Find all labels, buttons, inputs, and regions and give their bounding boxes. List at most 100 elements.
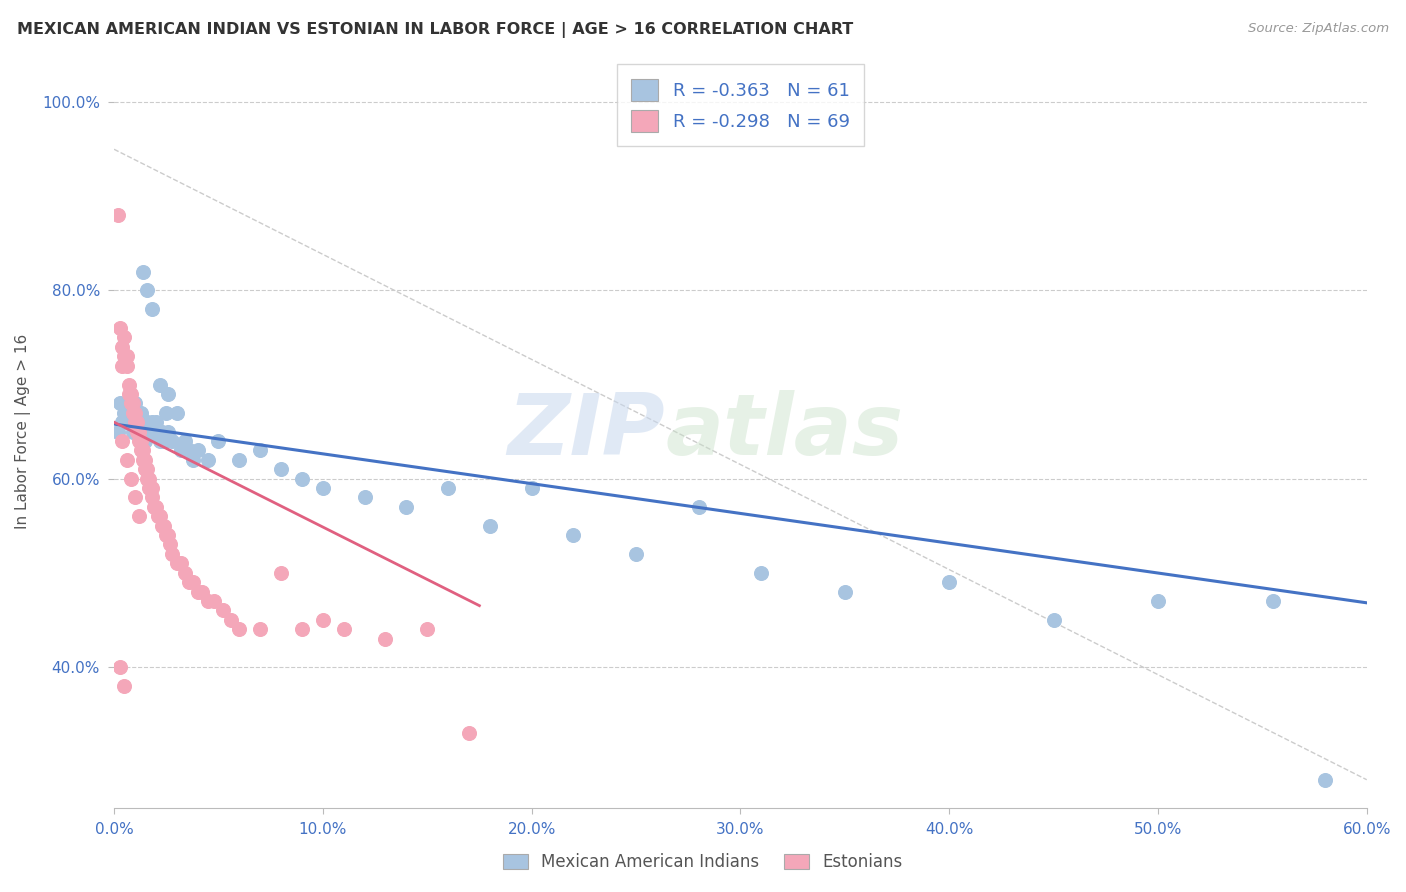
Point	[157, 387, 180, 401]
Point	[190, 584, 212, 599]
Point	[124, 491, 146, 505]
Point	[129, 434, 152, 448]
Y-axis label: In Labor Force | Age > 16: In Labor Force | Age > 16	[15, 334, 31, 529]
Point	[183, 575, 205, 590]
Point	[128, 425, 150, 439]
Point	[162, 434, 184, 448]
Point	[157, 528, 180, 542]
Point	[121, 396, 143, 410]
Point	[110, 321, 132, 335]
Point	[132, 443, 155, 458]
Point	[124, 415, 146, 429]
Point	[153, 518, 176, 533]
Point	[562, 528, 585, 542]
Point	[128, 434, 150, 448]
Point	[114, 406, 136, 420]
Point	[186, 443, 208, 458]
Point	[291, 472, 314, 486]
Point	[136, 415, 159, 429]
Point	[121, 406, 143, 420]
Point	[125, 425, 148, 439]
Point	[136, 472, 159, 486]
Point	[166, 557, 188, 571]
Point	[136, 462, 159, 476]
Point	[458, 725, 481, 739]
Point	[128, 415, 150, 429]
Point	[110, 396, 132, 410]
Point	[115, 396, 138, 410]
Point	[124, 406, 146, 420]
Point	[159, 537, 181, 551]
Point	[120, 387, 142, 401]
Point	[166, 406, 188, 420]
Point	[141, 481, 163, 495]
Point	[1042, 613, 1064, 627]
Point	[138, 425, 160, 439]
Point	[938, 575, 960, 590]
Point	[134, 452, 156, 467]
Point	[291, 622, 314, 636]
Point	[145, 500, 167, 514]
Point	[111, 359, 134, 373]
Point	[115, 359, 138, 373]
Point	[155, 528, 177, 542]
Point	[117, 415, 139, 429]
Point	[120, 396, 142, 410]
Point	[120, 472, 142, 486]
Point	[124, 396, 146, 410]
Legend: R = -0.363   N = 61, R = -0.298   N = 69: R = -0.363 N = 61, R = -0.298 N = 69	[617, 64, 865, 146]
Point	[107, 425, 129, 439]
Point	[312, 613, 335, 627]
Point	[124, 415, 146, 429]
Point	[141, 491, 163, 505]
Point	[114, 349, 136, 363]
Text: Source: ZipAtlas.com: Source: ZipAtlas.com	[1249, 22, 1389, 36]
Point	[183, 452, 205, 467]
Point	[207, 434, 229, 448]
Point	[437, 481, 460, 495]
Point	[138, 481, 160, 495]
Point	[149, 509, 172, 524]
Point	[136, 284, 159, 298]
Point	[228, 622, 250, 636]
Point	[353, 491, 375, 505]
Point	[142, 500, 165, 514]
Point	[170, 443, 193, 458]
Text: MEXICAN AMERICAN INDIAN VS ESTONIAN IN LABOR FORCE | AGE > 16 CORRELATION CHART: MEXICAN AMERICAN INDIAN VS ESTONIAN IN L…	[17, 22, 853, 38]
Point	[332, 622, 354, 636]
Point	[141, 302, 163, 317]
Point	[270, 566, 292, 580]
Point	[111, 340, 134, 354]
Point	[197, 594, 219, 608]
Point	[132, 264, 155, 278]
Point	[179, 443, 201, 458]
Point	[146, 509, 169, 524]
Point	[138, 472, 160, 486]
Point	[197, 452, 219, 467]
Point	[115, 452, 138, 467]
Point	[416, 622, 439, 636]
Point	[186, 584, 208, 599]
Point	[141, 415, 163, 429]
Point	[134, 434, 156, 448]
Point	[150, 518, 173, 533]
Point	[520, 481, 543, 495]
Point	[111, 434, 134, 448]
Point	[125, 415, 148, 429]
Point	[219, 613, 242, 627]
Point	[249, 622, 271, 636]
Point	[132, 425, 155, 439]
Point	[145, 415, 167, 429]
Point	[688, 500, 710, 514]
Point	[162, 547, 184, 561]
Point	[114, 415, 136, 429]
Point	[1147, 594, 1170, 608]
Point	[117, 377, 139, 392]
Point	[249, 443, 271, 458]
Point	[129, 443, 152, 458]
Point	[174, 566, 197, 580]
Point	[128, 509, 150, 524]
Point	[179, 575, 201, 590]
Point	[117, 387, 139, 401]
Point	[114, 330, 136, 344]
